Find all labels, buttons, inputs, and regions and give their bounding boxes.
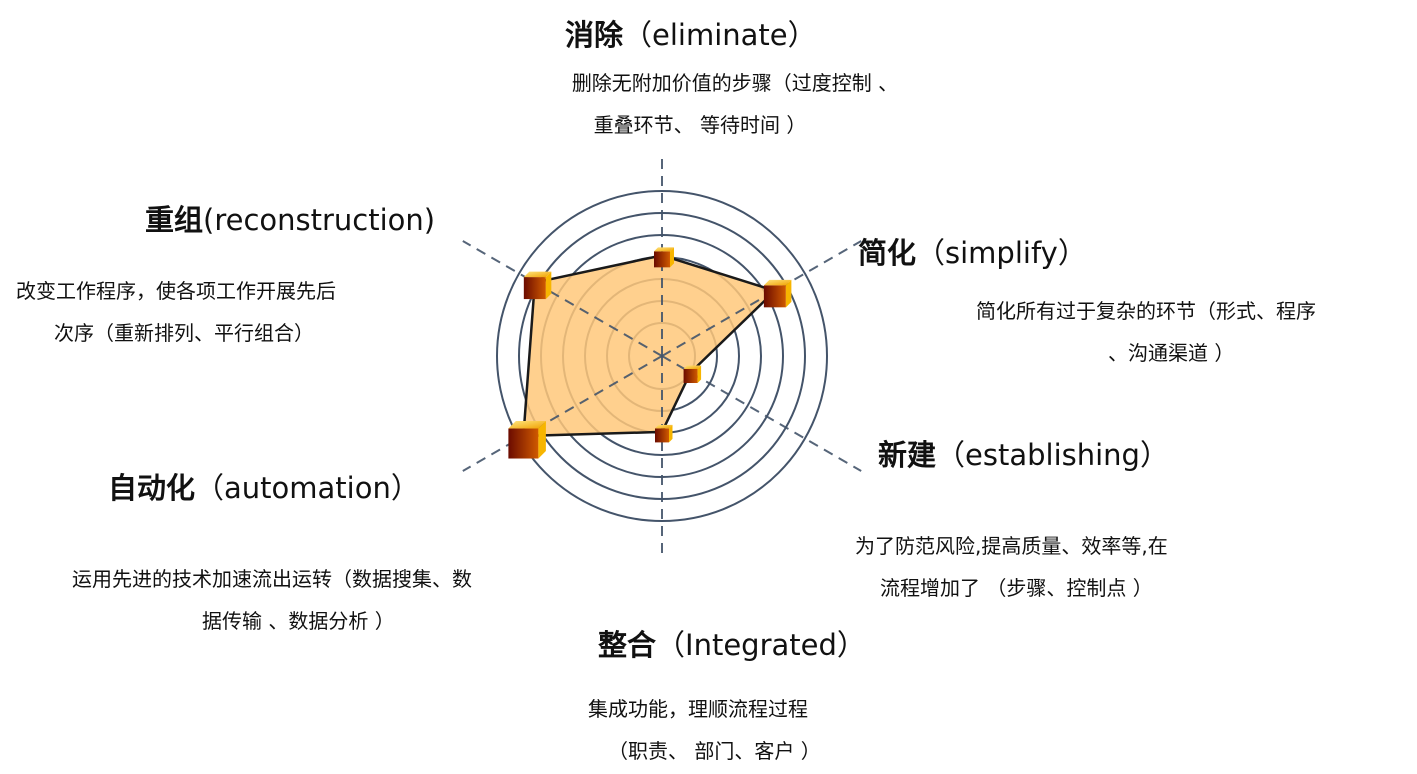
label-eliminate: 消除（eliminate） [565,18,817,52]
data-polygon [522,254,777,438]
axis-line [462,355,663,472]
desc-simplify: 简化所有过于复杂的环节（形式、程序 、沟通渠道 ） [976,299,1316,365]
label-automation: 自动化（automation） [108,471,420,505]
label-reconstruction: 重组(reconstruction) [145,203,436,237]
marker-cube [508,421,546,459]
desc-automation: 运用先进的技术加速流出运转（数据搜集、数 据传输 、数据分析 ） [72,567,472,633]
desc-establishing: 为了防范风险,提高质量、效率等,在 流程增加了 （步骤、控制点 ） [855,534,1168,600]
label-establishing: 新建（establishing） [878,438,1169,472]
desc-reconstruction: 改变工作程序，使各项工作开展先后 次序（重新排列、平行组合） [16,279,336,345]
label-integrated: 整合（Integrated） [598,628,866,662]
radar-ring [496,190,828,522]
marker-cube [655,424,673,443]
marker-cube [763,279,792,308]
desc-eliminate: 删除无附加价值的步骤（过度控制 、重叠环节、 等待时间 ） [571,71,899,137]
axis-line [462,240,663,357]
axis-line [661,240,862,357]
label-simplify: 简化（simplify） [858,236,1087,270]
marker-cube [683,365,702,383]
desc-integrated: 集成功能，理顺流程过程 （职责、 部门、客户 ） [588,697,821,763]
marker-cube [654,247,674,268]
marker-cube [523,271,552,300]
